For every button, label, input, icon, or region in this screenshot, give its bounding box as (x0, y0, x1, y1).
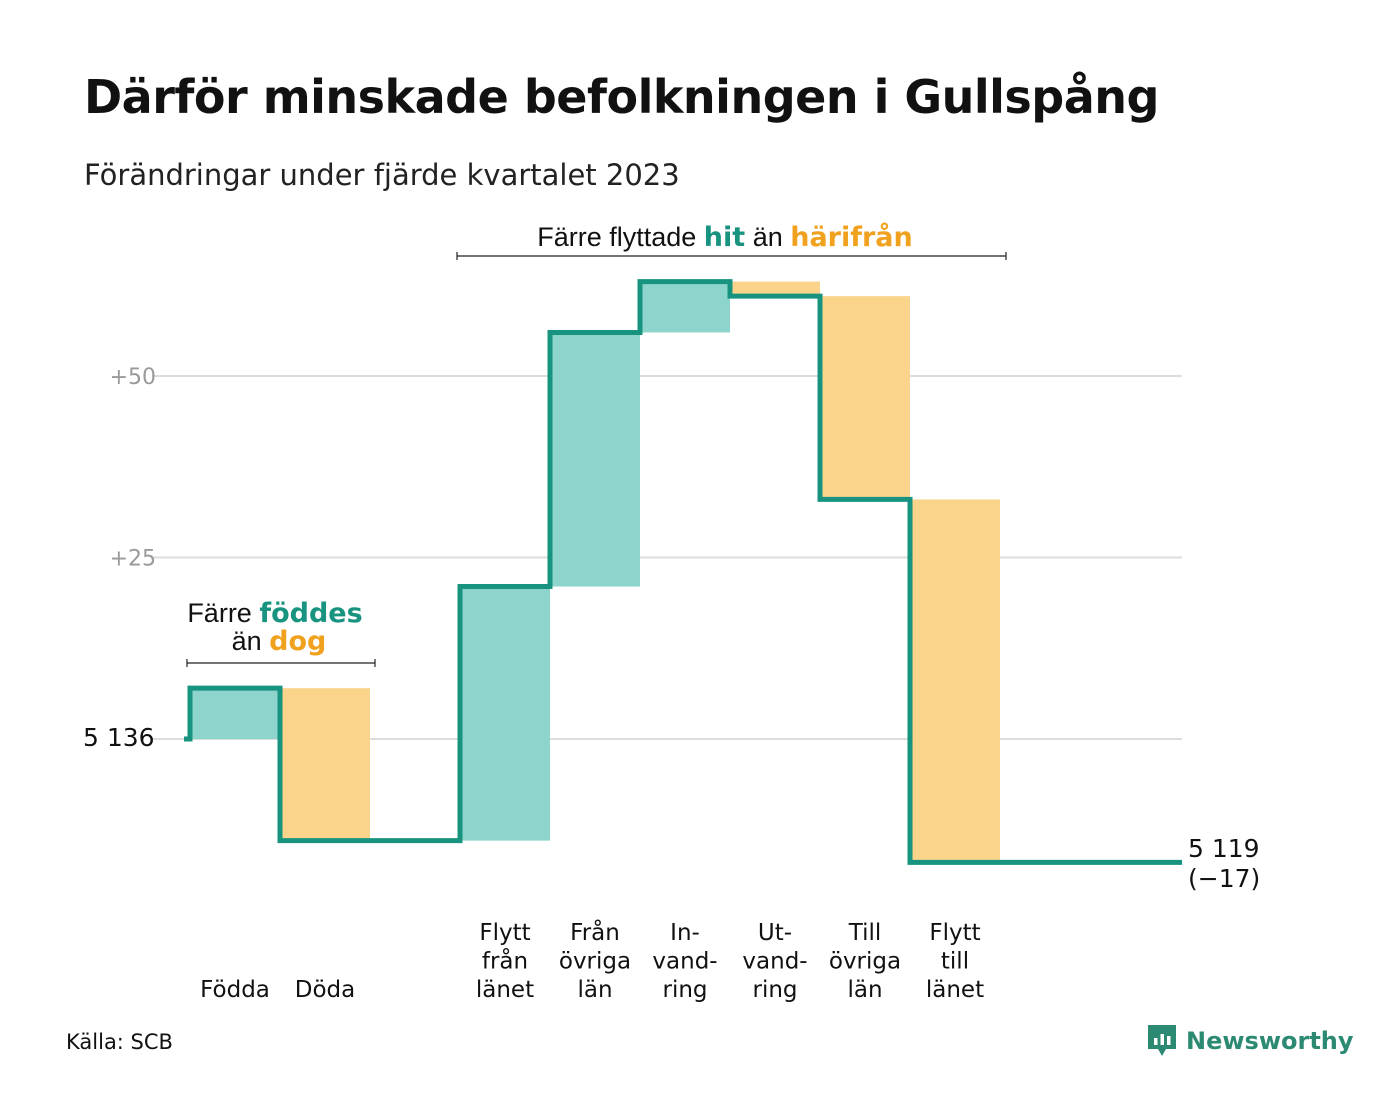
gridlines: +50 +25 (110, 365, 1182, 740)
svg-text:Färre flyttade hit än härifrån: Färre flyttade hit än härifrån (537, 221, 913, 253)
annotation-highlight-hit: hit (704, 222, 745, 253)
chart-subtitle: Förändringar under fjärde kvartalet 2023 (84, 158, 680, 192)
category-label: Till (848, 920, 882, 946)
category-label: övriga (559, 949, 631, 975)
category-label: län (847, 977, 882, 1003)
source-note: Källa: SCB (66, 1030, 173, 1054)
newsworthy-logo: Newsworthy (1146, 1023, 1354, 1059)
cumulative-step-line (184, 279, 1182, 865)
annotation-highlight-harifran: härifrån (790, 221, 913, 253)
category-label: vand- (742, 949, 807, 975)
increase-bar (190, 688, 280, 739)
category-label: län (577, 977, 612, 1003)
y-tick-label: +25 (110, 547, 156, 572)
decrease-bar (730, 281, 820, 297)
category-label: till (941, 949, 969, 975)
births-deaths-annotation: Färre föddes än dog (186, 598, 376, 667)
annotation-text: Färre flyttade (537, 222, 704, 252)
annotation-text: Färre (187, 598, 259, 628)
annotation-text: än (232, 626, 270, 656)
category-label: Ut- (758, 920, 792, 946)
category-label: länet (926, 977, 984, 1003)
category-label: övriga (829, 949, 901, 975)
bars (190, 281, 1000, 863)
annotation-text: än (745, 222, 790, 252)
svg-text:än dog: än dog (232, 626, 327, 657)
category-label: från (482, 947, 528, 975)
step-line (184, 279, 1182, 865)
migration-annotation: Färre flyttade hit än härifrån (456, 221, 1007, 260)
annotation-highlight-fodd: föddes (259, 598, 362, 629)
category-label: ring (752, 977, 797, 1003)
category-label: ring (662, 977, 707, 1003)
category-label: Flytt (479, 920, 530, 946)
logo-text: Newsworthy (1186, 1027, 1354, 1055)
category-label: Döda (295, 977, 355, 1003)
category-label: Flytt (929, 920, 980, 946)
category-labels: Födda DödaFlyttfrånlänetFrånövrigalänIn-v… (200, 918, 984, 1003)
category-label: Födda (200, 977, 270, 1003)
increase-bar (550, 332, 640, 587)
newsworthy-bar-chart-icon (1148, 1025, 1176, 1056)
decrease-bar (280, 688, 370, 841)
increase-bar (640, 281, 730, 333)
category-label: In- (670, 920, 700, 946)
category-label: Från (570, 918, 620, 946)
y-tick-label: +50 (110, 365, 156, 390)
annotation-highlight-dog: dog (269, 626, 326, 657)
category-label: länet (476, 977, 534, 1003)
end-value-label: 5 119 (1188, 834, 1260, 863)
chart-title: Därför minskade befolkningen i Gullspång (84, 70, 1159, 124)
decrease-bar (910, 499, 1000, 863)
start-value-label: 5 136 (83, 723, 155, 752)
category-label: vand- (652, 949, 717, 975)
increase-bar (460, 586, 550, 841)
svg-text:Färre föddes: Färre föddes (187, 598, 362, 629)
end-change-label: (−17) (1188, 864, 1260, 893)
decrease-bar (820, 296, 910, 500)
